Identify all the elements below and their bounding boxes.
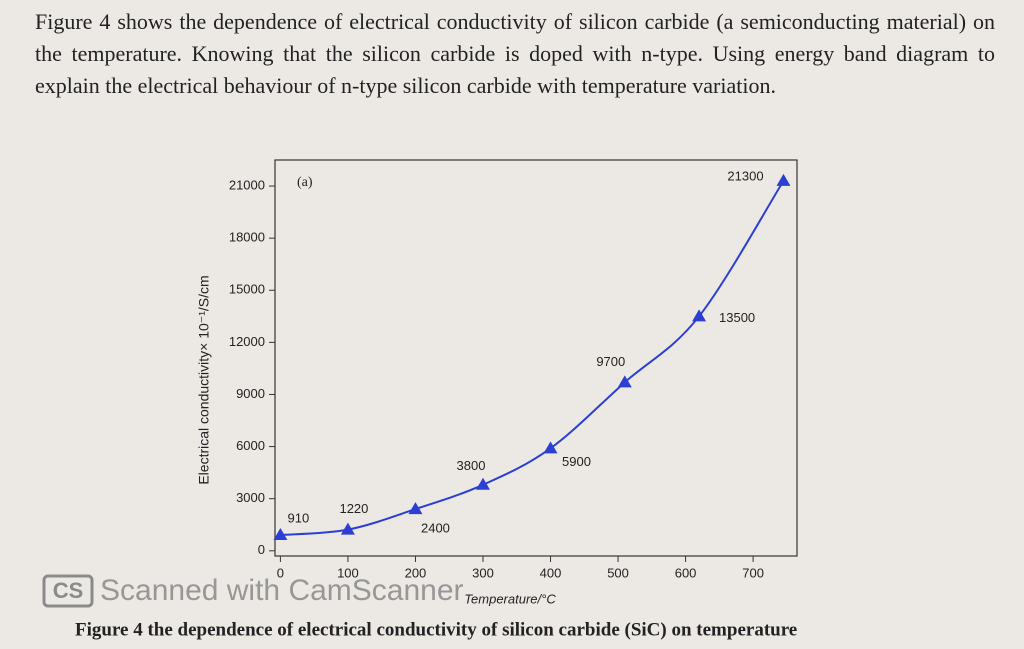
data-marker xyxy=(543,441,558,454)
data-marker xyxy=(617,375,632,388)
data-label: 9700 xyxy=(596,354,625,369)
y-tick-label: 15000 xyxy=(229,282,265,297)
x-tick-label: 400 xyxy=(540,565,562,580)
data-label: 5900 xyxy=(562,454,591,469)
x-tick-label: 100 xyxy=(337,565,359,580)
data-marker xyxy=(340,522,355,535)
y-tick-label: 0 xyxy=(258,542,265,557)
y-axis-label: Electrical conductivity× 10⁻¹/S/cm xyxy=(196,275,212,484)
data-marker xyxy=(273,527,288,540)
x-tick-label: 200 xyxy=(405,565,427,580)
x-tick-label: 300 xyxy=(472,565,494,580)
plot-frame xyxy=(274,159,798,557)
question-text: Figure 4 shows the dependence of electri… xyxy=(35,9,995,98)
data-label: 21300 xyxy=(727,168,763,183)
data-marker xyxy=(776,173,791,186)
x-tick-label: 500 xyxy=(607,565,629,580)
y-tick-label: 18000 xyxy=(229,230,265,245)
y-tick-label: 3000 xyxy=(236,490,265,505)
data-marker xyxy=(475,477,490,490)
x-tick-label: 700 xyxy=(742,565,764,580)
y-tick-label: 12000 xyxy=(229,334,265,349)
y-tick-label: 6000 xyxy=(236,438,265,453)
x-tick-label: 600 xyxy=(675,565,697,580)
watermark-logo-box xyxy=(42,574,94,608)
data-line xyxy=(280,180,785,536)
data-marker xyxy=(408,502,423,515)
data-marker xyxy=(692,309,707,322)
data-label: 2400 xyxy=(421,521,450,536)
x-tick-label: 0 xyxy=(277,565,284,580)
y-tick-label: 9000 xyxy=(236,386,265,401)
x-axis-label: Temperature/°C xyxy=(464,591,556,606)
data-label: 3800 xyxy=(457,458,486,473)
data-label: 13500 xyxy=(719,310,755,325)
panel-label: (a) xyxy=(297,175,313,190)
y-tick-label: 21000 xyxy=(229,177,265,192)
figure-caption: Figure 4 the dependence of electrical co… xyxy=(75,619,797,640)
data-label: 1220 xyxy=(339,501,368,516)
watermark-text: Scanned with CamScanner xyxy=(100,574,464,607)
watermark-logo: CS xyxy=(53,578,84,603)
data-label: 910 xyxy=(288,510,310,525)
